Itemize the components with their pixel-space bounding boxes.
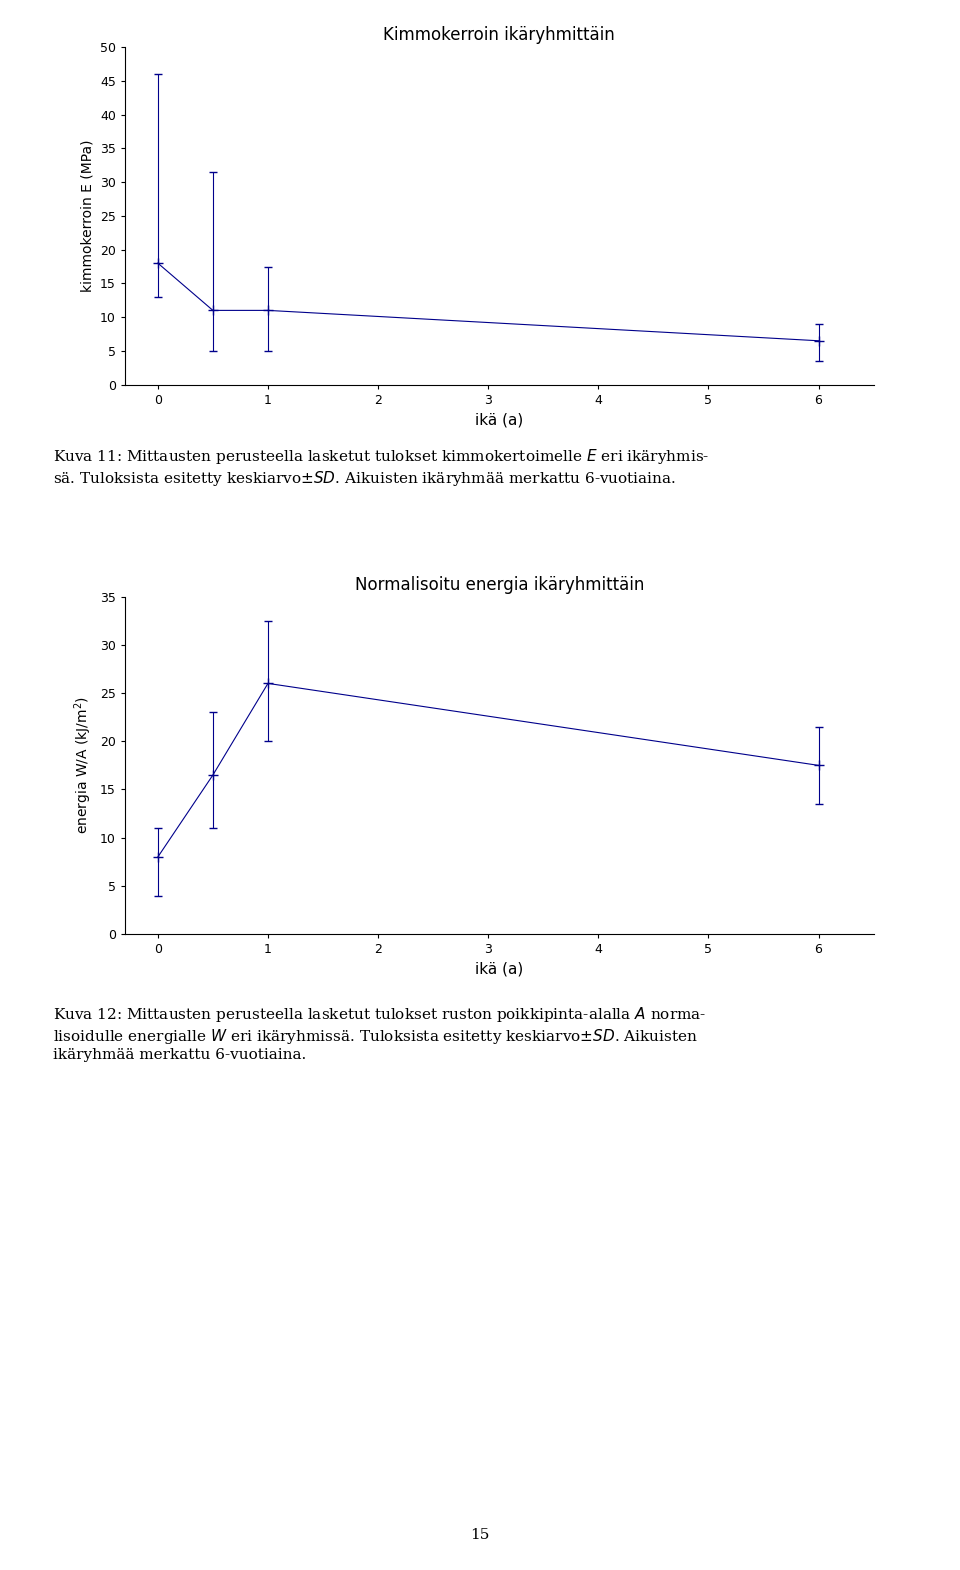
Y-axis label: energia W/A (kJ/m$^2$): energia W/A (kJ/m$^2$) bbox=[73, 697, 94, 834]
Title: Kimmokerroin ikäryhmittäin: Kimmokerroin ikäryhmittäin bbox=[383, 27, 615, 44]
Title: Normalisoitu energia ikäryhmittäin: Normalisoitu energia ikäryhmittäin bbox=[354, 576, 644, 593]
Text: 15: 15 bbox=[470, 1528, 490, 1542]
Text: Kuva 11: Mittausten perusteella lasketut tulokset kimmokertoimelle $E$ eri ikäry: Kuva 11: Mittausten perusteella lasketut… bbox=[53, 447, 709, 488]
Text: Kuva 12: Mittausten perusteella lasketut tulokset ruston poikkipinta-alalla $A$ : Kuva 12: Mittausten perusteella lasketut… bbox=[53, 1005, 707, 1061]
X-axis label: ikä (a): ikä (a) bbox=[475, 413, 523, 427]
X-axis label: ikä (a): ikä (a) bbox=[475, 962, 523, 977]
Y-axis label: kimmokerroin E (MPa): kimmokerroin E (MPa) bbox=[81, 140, 94, 292]
